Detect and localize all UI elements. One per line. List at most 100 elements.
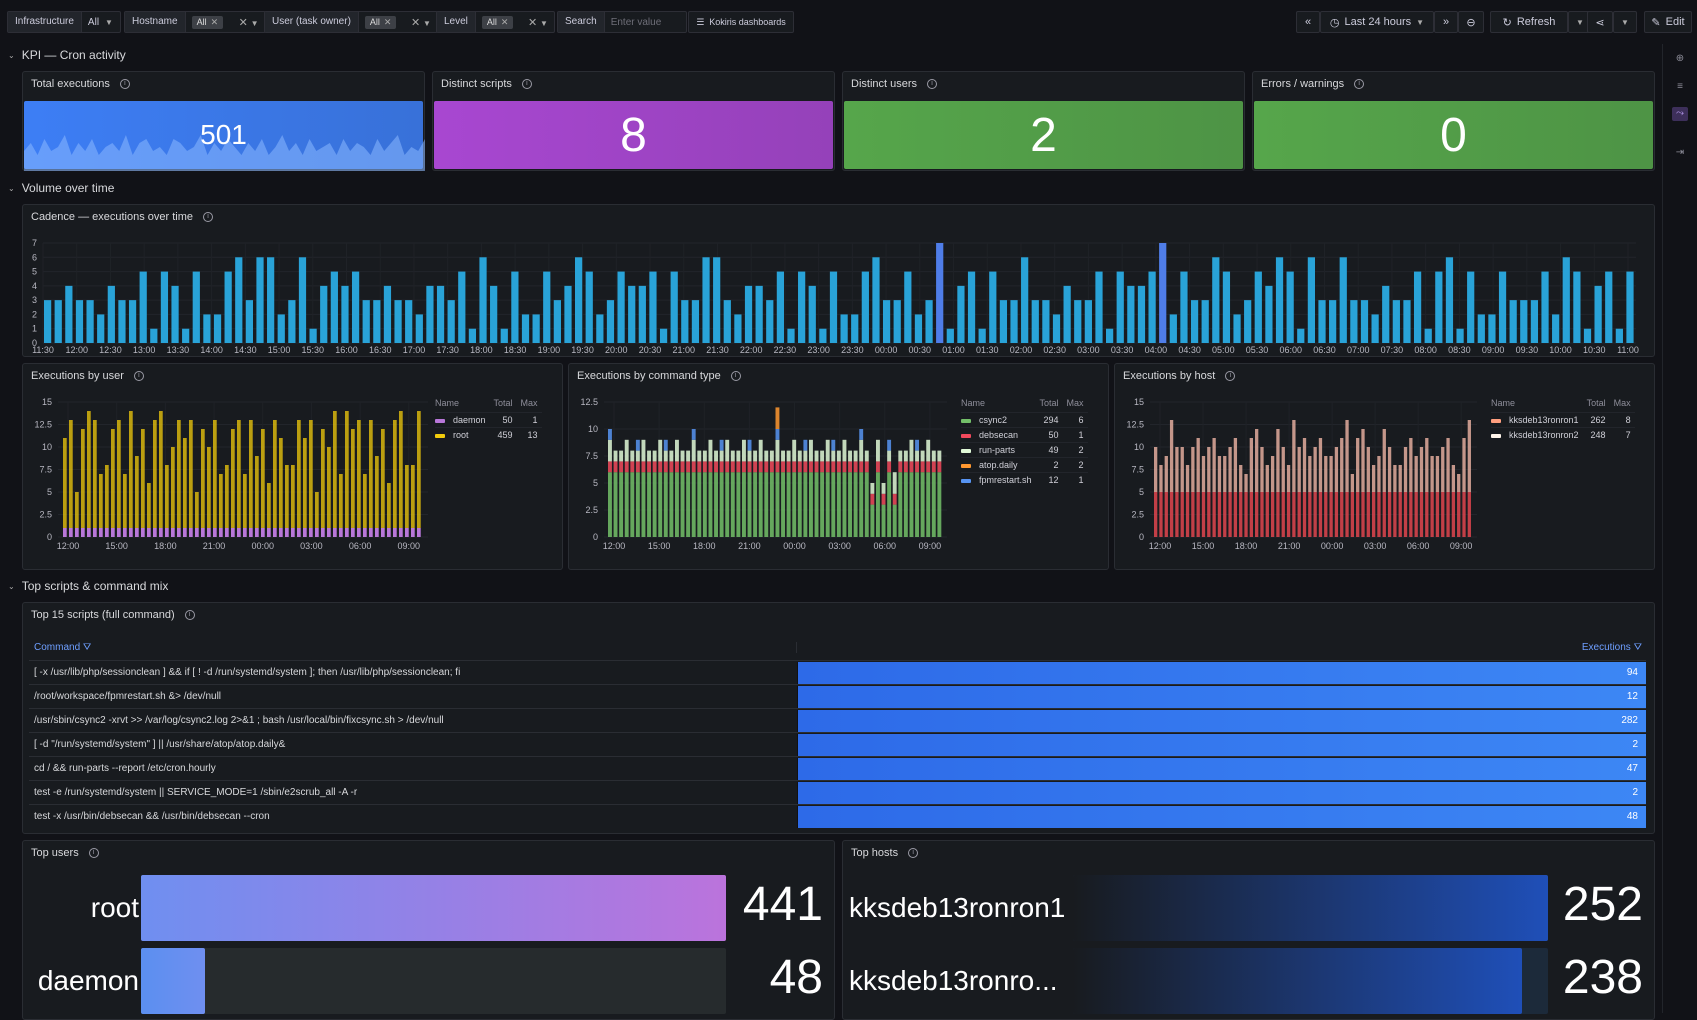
bar-csync2 bbox=[680, 472, 685, 537]
bar-debsecan bbox=[870, 493, 875, 505]
legend-row[interactable]: root 459 13 bbox=[435, 427, 542, 442]
legend-row[interactable]: atop.daily 2 2 bbox=[961, 457, 1088, 473]
bar-daemon bbox=[81, 528, 85, 537]
bar-debsecan bbox=[641, 461, 646, 473]
legend-row[interactable]: kksdeb13ronron2 248 7 bbox=[1491, 427, 1635, 442]
bar-run-parts bbox=[708, 439, 713, 462]
panel-exec-by-user[interactable]: Executions by user i 0 2.5 5 7.5 10 12.5 15 12:0… bbox=[22, 363, 563, 570]
clear-icon[interactable]: ✕ bbox=[410, 16, 421, 29]
bar-root bbox=[363, 474, 367, 528]
cadence-bar bbox=[776, 271, 784, 343]
info-icon[interactable]: i bbox=[88, 848, 99, 858]
table-row[interactable]: [ -d "/run/systemd/system" ] || /usr/sha… bbox=[29, 732, 1646, 756]
stat-distinct-users[interactable]: Distinct users i 2 bbox=[842, 71, 1245, 171]
variable-level[interactable]: Level All ✕ ✕ ▼ bbox=[436, 11, 555, 33]
legend-row[interactable]: kksdeb13ronron1 262 8 bbox=[1491, 412, 1635, 428]
bar-csync2 bbox=[797, 472, 802, 537]
y-tick-label: 3 bbox=[32, 295, 37, 305]
table-row[interactable]: /usr/sbin/csync2 -xrvt >> /var/log/csync… bbox=[29, 708, 1646, 732]
filter-icon[interactable]: ⛛ bbox=[1633, 642, 1642, 653]
info-icon[interactable]: i bbox=[521, 79, 532, 89]
clear-icon[interactable]: ✕ bbox=[527, 16, 538, 29]
section-volume[interactable]: ⌄ Volume over time bbox=[8, 181, 114, 195]
variable-hostname[interactable]: Hostname All ✕ ✕ ▼ bbox=[124, 11, 266, 33]
y-tick-label: 10 bbox=[588, 424, 598, 434]
bar-host-1 bbox=[1356, 492, 1360, 537]
cadence-bar bbox=[458, 271, 466, 343]
legend-row[interactable]: debsecan 50 1 bbox=[961, 427, 1088, 443]
cadence-bar bbox=[351, 271, 360, 343]
legend-row[interactable]: csync2 294 6 bbox=[961, 412, 1088, 428]
cadence-bar bbox=[447, 300, 455, 343]
section-kpi[interactable]: ⌄ KPI — Cron activity bbox=[8, 48, 126, 62]
table-row[interactable]: [ -x /usr/lib/php/sessionclean ] && if [… bbox=[29, 660, 1646, 684]
x-tick-label: 01:30 bbox=[976, 345, 999, 355]
bar-run-parts bbox=[702, 450, 707, 462]
table-row[interactable]: test -x /usr/bin/debsecan && /usr/bin/de… bbox=[29, 804, 1646, 828]
search-input[interactable]: Enter value bbox=[610, 16, 662, 28]
info-icon[interactable]: i bbox=[1225, 371, 1236, 381]
outline-icon[interactable]: ≡ bbox=[1677, 81, 1683, 92]
dashboards-link[interactable]: ☰ Kokiris dashboards bbox=[688, 11, 794, 33]
bar-debsecan bbox=[814, 461, 819, 473]
x-tick-label: 15:00 bbox=[268, 345, 291, 355]
info-icon[interactable]: i bbox=[1354, 79, 1365, 89]
add-icon[interactable]: ⊕ bbox=[1675, 53, 1685, 64]
time-back-button[interactable]: « bbox=[1296, 11, 1320, 33]
clear-icon[interactable]: ✕ bbox=[238, 16, 248, 29]
bar-host-1 bbox=[1223, 492, 1227, 537]
bar-daemon bbox=[69, 528, 73, 537]
stat-distinct-scripts[interactable]: Distinct scripts i 8 bbox=[432, 71, 835, 171]
x-tick-label: 13:30 bbox=[167, 345, 190, 355]
panel-top-users[interactable]: Top users i root 441 daemon 48 bbox=[22, 840, 835, 1020]
panel-exec-by-host[interactable]: Executions by host i 0 2.5 5 7.5 10 12.5 15 12:0… bbox=[1114, 363, 1655, 570]
value-chip[interactable]: All ✕ bbox=[191, 15, 224, 29]
info-icon[interactable]: i bbox=[133, 371, 144, 381]
column-command[interactable]: Command ⛛ bbox=[29, 642, 797, 653]
refresh-button[interactable]: ↻ Refresh bbox=[1490, 11, 1568, 33]
table-row[interactable]: /root/workspace/fpmrestart.sh &> /dev/nu… bbox=[29, 684, 1646, 708]
stat-errors-warnings[interactable]: Errors / warnings i 0 bbox=[1252, 71, 1655, 171]
variable-infrastructure[interactable]: Infrastructure All ▼ bbox=[7, 11, 121, 33]
bar-csync2 bbox=[836, 472, 841, 537]
info-icon[interactable]: i bbox=[927, 79, 938, 89]
section-top[interactable]: ⌄ Top scripts & command mix bbox=[8, 579, 168, 593]
bar-host-2 bbox=[1403, 447, 1408, 492]
share-button[interactable]: ⋖ bbox=[1587, 11, 1613, 33]
filter-icon[interactable]: ⛛ bbox=[82, 642, 92, 653]
info-icon[interactable]: i bbox=[184, 610, 195, 620]
bar-csync2 bbox=[848, 472, 852, 537]
bar-daemon bbox=[243, 528, 247, 537]
time-picker[interactable]: ◷ Last 24 hours ▼ bbox=[1320, 11, 1434, 33]
value-chip[interactable]: All ✕ bbox=[364, 15, 397, 29]
table-row[interactable]: test -e /run/systemd/system || SERVICE_M… bbox=[29, 780, 1646, 804]
legend-row[interactable]: fpmrestart.sh 12 1 bbox=[961, 472, 1088, 487]
legend-row[interactable]: run-parts 49 2 bbox=[961, 442, 1088, 458]
cadence-bar bbox=[1190, 300, 1199, 343]
variable-search[interactable]: Search Enter value bbox=[557, 11, 687, 33]
stat-total-executions[interactable]: Total executions i 501 bbox=[22, 71, 425, 171]
time-forward-button[interactable]: » bbox=[1434, 11, 1458, 33]
info-icon[interactable]: i bbox=[730, 371, 741, 381]
bar-run-parts bbox=[903, 450, 908, 462]
info-icon[interactable]: i bbox=[119, 79, 130, 89]
info-icon[interactable]: i bbox=[203, 212, 214, 222]
table-row[interactable]: cd / && run-parts --report /etc/cron.hou… bbox=[29, 756, 1646, 780]
variable-user[interactable]: User (task owner) All ✕ ✕ ▼ bbox=[264, 11, 438, 33]
panel-cadence[interactable]: Cadence — executions over time i 0 1 2 3 4 5 6 7… bbox=[22, 204, 1655, 357]
info-icon[interactable]: i bbox=[908, 848, 919, 858]
panel-top-scripts[interactable]: Top 15 scripts (full command) i Command ⛛… bbox=[22, 602, 1655, 834]
zoom-out-button[interactable]: ⊖ bbox=[1458, 11, 1484, 33]
value-chip[interactable]: All ✕ bbox=[481, 15, 514, 29]
command-cell: /root/workspace/fpmrestart.sh &> /dev/nu… bbox=[34, 691, 222, 702]
column-executions[interactable]: Executions ⛛ bbox=[1581, 642, 1642, 653]
panel-top-hosts[interactable]: Top hosts i kksdeb13ronron1 252 kksdeb13r… bbox=[842, 840, 1655, 1020]
edit-button[interactable]: ✎ Edit bbox=[1644, 11, 1692, 33]
legend-row[interactable]: daemon 50 1 bbox=[435, 412, 542, 428]
bar-root bbox=[285, 465, 289, 528]
edit-pane-icon[interactable]: ⤳ bbox=[1672, 107, 1688, 121]
collapse-icon[interactable]: ⇥ bbox=[1675, 147, 1685, 158]
panel-exec-by-command[interactable]: Executions by command type i 0 2.5 5 7.5 10 12… bbox=[568, 363, 1109, 570]
bar-csync2 bbox=[641, 472, 646, 537]
share-options-button[interactable]: ▼ bbox=[1613, 11, 1637, 33]
